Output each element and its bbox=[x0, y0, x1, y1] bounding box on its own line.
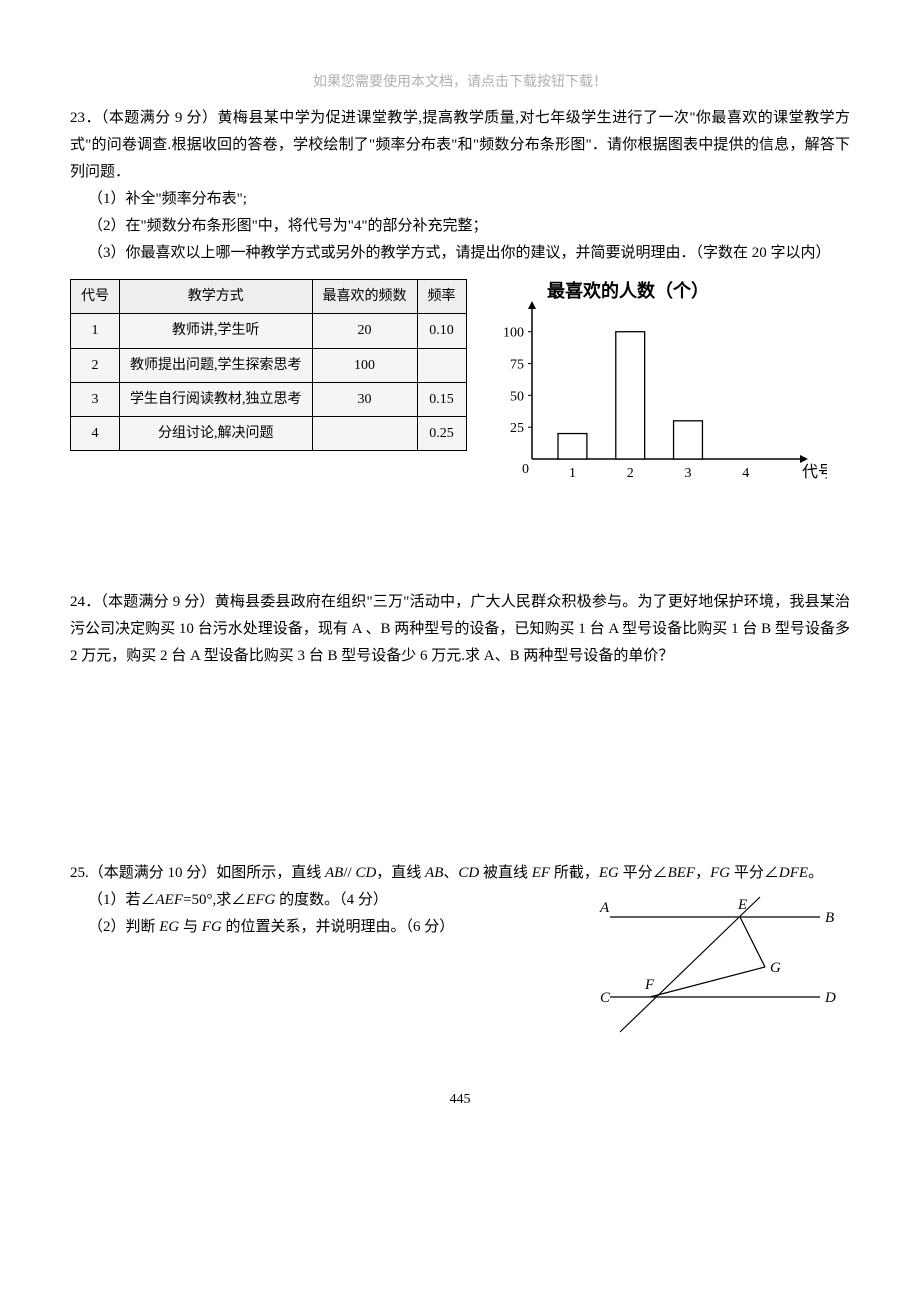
svg-text:A: A bbox=[599, 900, 610, 916]
q23-sub2: （2）在"频数分布条形图"中，将代号为"4"的部分补充完整； bbox=[70, 213, 850, 240]
page-number: 445 bbox=[70, 1087, 850, 1112]
svg-text:2: 2 bbox=[626, 466, 633, 481]
table-cell: 分组讨论,解决问题 bbox=[120, 416, 313, 450]
th-method: 教学方式 bbox=[120, 280, 313, 314]
q25-sub2: （2）判断 EG 与 FG 的位置关系，并说明理由。（6 分） bbox=[70, 914, 550, 941]
table-cell bbox=[417, 348, 466, 382]
th-code: 代号 bbox=[71, 280, 120, 314]
bar-chart: 最喜欢的人数（个） 25 50 75 100 0 1 2 3 4 代号 bbox=[487, 279, 851, 499]
svg-text:3: 3 bbox=[684, 466, 691, 481]
svg-text:50: 50 bbox=[510, 390, 524, 405]
svg-text:25: 25 bbox=[510, 421, 524, 436]
svg-text:B: B bbox=[825, 910, 834, 926]
table-cell: 4 bbox=[71, 416, 120, 450]
table-header-row: 代号 教学方式 最喜欢的频数 频率 bbox=[71, 280, 467, 314]
q23-sub3: （3）你最喜欢以上哪一种教学方式或另外的教学方式，请提出你的建议，并简要说明理由… bbox=[70, 240, 850, 267]
header-note: 如果您需要使用本文档，请点击下载按钮下载！ bbox=[70, 70, 850, 95]
table-cell: 20 bbox=[312, 314, 417, 348]
q25-intro: 25.（本题满分 10 分）如图所示，直线 AB// CD，直线 AB、CD 被… bbox=[70, 860, 850, 887]
table-cell: 30 bbox=[312, 382, 417, 416]
table-cell: 2 bbox=[71, 348, 120, 382]
svg-text:100: 100 bbox=[503, 326, 524, 341]
table-row: 1教师讲,学生听200.10 bbox=[71, 314, 467, 348]
th-freq: 最喜欢的频数 bbox=[312, 280, 417, 314]
q23-intro: 23．（本题满分 9 分）黄梅县某中学为促进课堂教学,提高教学质量,对七年级学生… bbox=[70, 105, 850, 186]
svg-text:F: F bbox=[644, 977, 655, 993]
table-row: 2教师提出问题,学生探索思考100 bbox=[71, 348, 467, 382]
problem-24: 24．（本题满分 9 分）黄梅县委县政府在组织"三万"活动中，广大人民群众积极参… bbox=[70, 589, 850, 670]
problem-25: 25.（本题满分 10 分）如图所示，直线 AB// CD，直线 AB、CD 被… bbox=[70, 860, 850, 1057]
svg-text:1: 1 bbox=[568, 466, 575, 481]
table-cell: 教师提出问题,学生探索思考 bbox=[120, 348, 313, 382]
q25-body: （1）若∠AEF=50°,求∠EFG 的度数。（4 分） （2）判断 EG 与 … bbox=[70, 887, 850, 1057]
table-cell: 100 bbox=[312, 348, 417, 382]
table-cell: 教师讲,学生听 bbox=[120, 314, 313, 348]
table-cell: 学生自行阅读教材,独立思考 bbox=[120, 382, 313, 416]
q23-sub1: （1）补全"频率分布表"; bbox=[70, 186, 850, 213]
frequency-table: 代号 教学方式 最喜欢的频数 频率 1教师讲,学生听200.102教师提出问题,… bbox=[70, 279, 467, 451]
table-cell: 0.10 bbox=[417, 314, 466, 348]
svg-text:0: 0 bbox=[522, 462, 529, 477]
table-row: 3学生自行阅读教材,独立思考300.15 bbox=[71, 382, 467, 416]
svg-text:75: 75 bbox=[510, 358, 524, 373]
svg-text:D: D bbox=[824, 990, 836, 1006]
th-rate: 频率 bbox=[417, 280, 466, 314]
svg-text:代号: 代号 bbox=[802, 463, 827, 481]
svg-text:C: C bbox=[600, 990, 611, 1006]
table-cell: 3 bbox=[71, 382, 120, 416]
geometry-diagram: A E B C F D G bbox=[590, 887, 850, 1057]
svg-text:G: G bbox=[770, 960, 781, 976]
svg-text:4: 4 bbox=[742, 466, 749, 481]
svg-text:E: E bbox=[737, 897, 747, 913]
q25-sub1: （1）若∠AEF=50°,求∠EFG 的度数。（4 分） bbox=[70, 887, 550, 914]
problem-23: 23．（本题满分 9 分）黄梅县某中学为促进课堂教学,提高教学质量,对七年级学生… bbox=[70, 105, 850, 499]
table-cell: 0.15 bbox=[417, 382, 466, 416]
table-cell: 1 bbox=[71, 314, 120, 348]
table-row: 4分组讨论,解决问题 0.25 bbox=[71, 416, 467, 450]
table-cell: 0.25 bbox=[417, 416, 466, 450]
q24-text: 24．（本题满分 9 分）黄梅县委县政府在组织"三万"活动中，广大人民群众积极参… bbox=[70, 589, 850, 670]
svg-text:最喜欢的人数（个）: 最喜欢的人数（个） bbox=[547, 280, 709, 301]
table-cell bbox=[312, 416, 417, 450]
q23-content-row: 代号 教学方式 最喜欢的频数 频率 1教师讲,学生听200.102教师提出问题,… bbox=[70, 279, 850, 499]
